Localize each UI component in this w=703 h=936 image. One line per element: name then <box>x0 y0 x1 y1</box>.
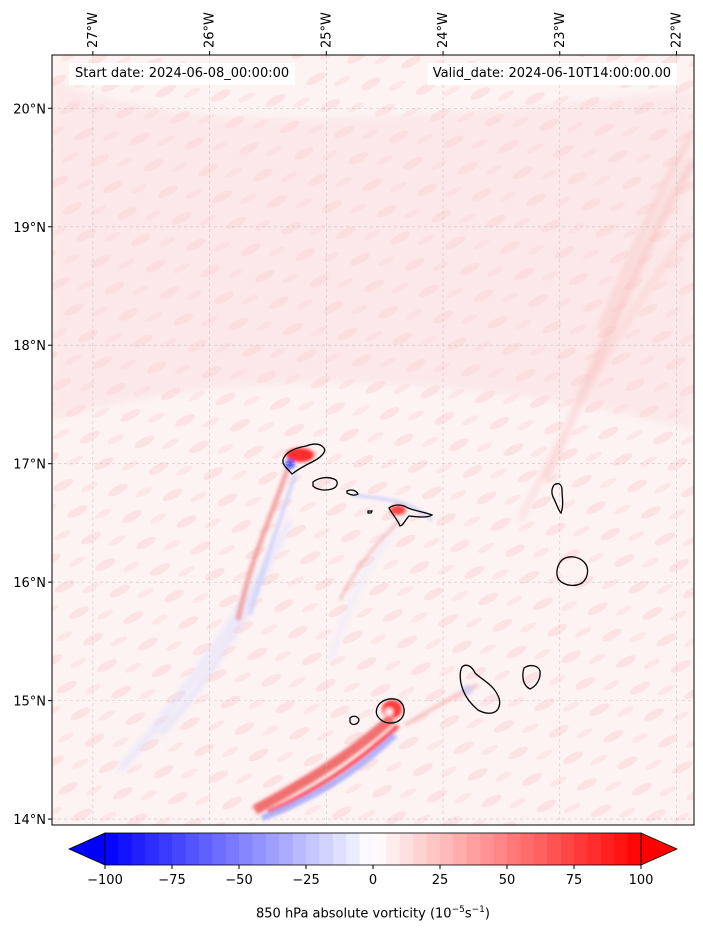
lat-tick-label: 16°N <box>13 576 46 591</box>
lat-tick-label: 17°N <box>13 458 46 473</box>
colorbar-swatch <box>225 833 240 865</box>
colorbar-tick-label: 75 <box>566 873 583 888</box>
colorbar-ticks: −100 −75 −50 −25 0 25 50 75 100 <box>87 865 653 888</box>
colorbar-swatch <box>466 833 481 865</box>
valid-date-annotation: Valid_date: 2024-06-10T14:00:00.00 <box>426 63 677 85</box>
colorbar-swatch <box>547 833 562 865</box>
colorbar-swatch <box>560 833 575 865</box>
lon-tick-label: 25°W <box>319 12 334 48</box>
colorbar-swatch <box>346 833 361 865</box>
start-date-annotation: Start date: 2024-06-08_00:00:00 <box>69 63 296 85</box>
colorbar-swatch <box>600 833 615 865</box>
colorbar-swatch <box>533 833 548 865</box>
colorbar: −100 −75 −50 −25 0 25 50 75 100 <box>68 832 678 888</box>
island-boa-vista <box>556 556 589 587</box>
colorbar-swatch <box>399 833 414 865</box>
colorbar-swatch <box>587 833 602 865</box>
island-brava <box>349 715 360 726</box>
lon-tick-label: 27°W <box>86 12 101 48</box>
lat-tick-label: 20°N <box>13 102 46 117</box>
colorbar-swatch <box>507 833 521 865</box>
colorbar-label-text: 850 hPa absolute vorticity (10 <box>256 906 452 922</box>
latitude-ticks: 20°N 19°N 18°N 17°N 16°N 15°N 14°N <box>13 102 52 828</box>
colorbar-swatch <box>426 833 441 865</box>
island-santa-luzia <box>346 489 359 496</box>
colorbar-swatch <box>440 833 454 865</box>
longitude-ticks: 27°W 26°W 25°W 24°W 23°W 22°W <box>86 12 684 55</box>
colorbar-label-exponent: −5 <box>451 905 465 915</box>
island-sao-nicolau <box>388 504 434 527</box>
colorbar-swatch <box>172 833 186 865</box>
colorbar-swatch <box>574 833 588 865</box>
colorbar-swatches <box>105 833 642 865</box>
colorbar-swatch <box>373 833 387 865</box>
colorbar-tick-label: 50 <box>499 873 516 888</box>
lon-tick-label: 24°W <box>436 12 451 48</box>
island-santiago <box>459 664 501 714</box>
colorbar-swatch <box>319 833 334 865</box>
colorbar-swatch <box>158 833 173 865</box>
start-date-text: Start date: 2024-06-08_00:00:00 <box>75 66 290 81</box>
island-sal <box>551 483 564 515</box>
colorbar-swatch <box>386 833 401 865</box>
colorbar-tick-label: 25 <box>432 873 449 888</box>
colorbar-extend-max <box>640 832 678 866</box>
colorbar-swatch <box>332 833 347 865</box>
colorbar-swatch <box>252 833 267 865</box>
colorbar-tick-label: −50 <box>225 873 252 888</box>
colorbar-extend-min <box>68 832 106 866</box>
lon-tick-label: 26°W <box>203 12 218 48</box>
lon-tick-label: 22°W <box>669 12 684 48</box>
vorticity-field <box>52 55 694 825</box>
colorbar-swatch <box>453 833 468 865</box>
gridlines <box>52 55 694 825</box>
lat-tick-label: 19°N <box>13 221 46 236</box>
colorbar-swatch <box>265 833 280 865</box>
colorbar-swatch <box>614 833 629 865</box>
colorbar-swatch <box>198 833 213 865</box>
colorbar-swatch <box>212 833 227 865</box>
colorbar-swatch <box>118 833 133 865</box>
colorbar-label: 850 hPa absolute vorticity (10−5s−1) <box>0 905 703 921</box>
colorbar-swatch <box>185 833 200 865</box>
colorbar-swatch <box>292 833 307 865</box>
colorbar-tick-label: 100 <box>629 873 654 888</box>
island-sao-vicente <box>312 476 338 491</box>
colorbar-tick-label: 0 <box>369 873 377 888</box>
colorbar-swatch <box>105 833 119 865</box>
map-frame <box>51 54 695 826</box>
colorbar-swatch <box>413 833 428 865</box>
colorbar-swatch <box>627 833 642 865</box>
island-raso <box>367 510 374 514</box>
colorbar-swatch <box>239 833 253 865</box>
island-santo-antao <box>282 443 326 475</box>
island-maio <box>522 664 541 690</box>
colorbar-label-unit: s <box>464 906 472 922</box>
colorbar-swatch <box>493 833 508 865</box>
valid-date-text: Valid_date: 2024-06-10T14:00:00.00 <box>432 66 671 81</box>
island-fogo <box>375 698 405 724</box>
coastlines <box>282 443 589 726</box>
colorbar-swatch <box>131 833 146 865</box>
lat-tick-label: 14°N <box>13 813 46 828</box>
colorbar-swatch <box>359 833 374 865</box>
colorbar-tick-label: −100 <box>87 873 123 888</box>
colorbar-swatch <box>306 833 320 865</box>
lat-tick-label: 18°N <box>13 339 46 354</box>
colorbar-label-close: ) <box>484 906 490 922</box>
colorbar-label-exponent-2: −1 <box>471 905 485 915</box>
colorbar-swatch <box>145 833 160 865</box>
colorbar-swatch <box>480 833 495 865</box>
colorbar-swatch <box>520 833 535 865</box>
colorbar-tick-label: −25 <box>292 873 319 888</box>
colorbar-tick-label: −75 <box>158 873 185 888</box>
lon-tick-label: 23°W <box>553 12 568 48</box>
map-panel: 27°W 26°W 25°W 24°W 23°W 22°W 20°N 19°N 18°N 17°… <box>13 12 695 828</box>
colorbar-swatch <box>279 833 294 865</box>
lat-tick-label: 15°N <box>13 695 46 710</box>
